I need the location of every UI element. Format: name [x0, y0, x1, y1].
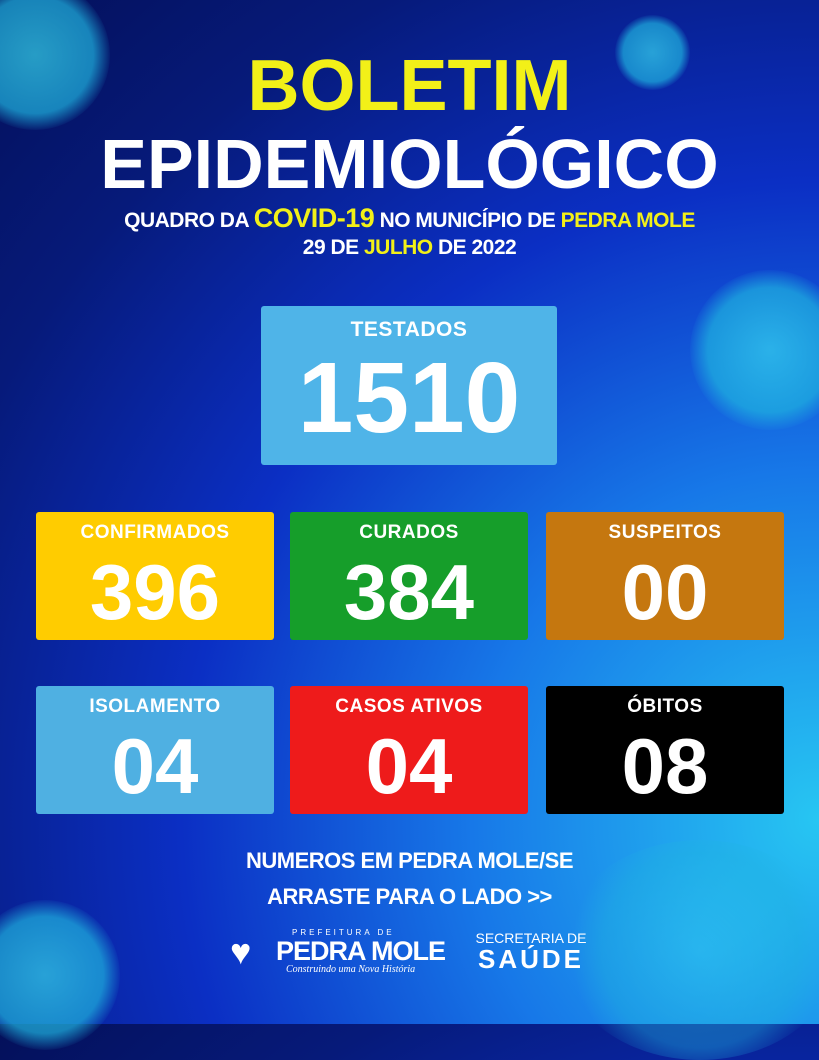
stat-value: 384 — [343, 548, 475, 636]
date-month: JULHO — [363, 236, 433, 259]
stat-testados: TESTADOS 1510 — [261, 306, 557, 465]
stat-label: CURADOS — [359, 522, 459, 543]
logo-top: SECRETARIA DE — [475, 930, 587, 946]
stat-suspeitos: SUSPEITOS 00 — [546, 512, 784, 640]
stat-label: SUSPEITOS — [608, 522, 722, 543]
subtitle-text: NO MUNICÍPIO DE — [374, 209, 561, 232]
virus-decoration — [615, 15, 690, 90]
stat-label: ISOLAMENTO — [89, 696, 221, 717]
footer-line1: NUMEROS EM PEDRA MOLE/SE — [246, 848, 574, 873]
stat-label: ÓBITOS — [627, 696, 703, 717]
logo-tagline: Construindo uma Nova História — [286, 964, 416, 975]
stat-label: CASOS ATIVOS — [335, 696, 483, 717]
stat-curados: CURADOS 384 — [290, 512, 528, 640]
stat-label: TESTADOS — [350, 318, 468, 341]
title-boletim: BOLETIM — [247, 46, 572, 126]
footer-line2: ARRASTE PARA O LADO >> — [267, 884, 552, 909]
title-epidemiologico: EPIDEMIOLÓGICO — [100, 125, 719, 203]
logo-name: SAÚDE — [477, 944, 584, 974]
stat-isolamento: ISOLAMENTO 04 — [36, 686, 274, 814]
stat-value: 04 — [111, 722, 199, 810]
virus-decoration — [690, 270, 819, 430]
subtitle: QUADRO DA COVID-19 NO MUNICÍPIO DE PEDRA… — [0, 203, 819, 234]
subtitle-covid: COVID-19 — [253, 203, 375, 233]
stat-casos-ativos: CASOS ATIVOS 04 — [290, 686, 528, 814]
stat-value: 04 — [365, 722, 453, 810]
stat-value: 00 — [621, 548, 709, 636]
stat-value: 1510 — [297, 342, 521, 454]
logo-prefeitura: ♥ PREFEITURA DE PEDRA MOLE Construindo u… — [230, 928, 450, 976]
subtitle-text: QUADRO DA — [124, 209, 254, 232]
stat-value: 08 — [621, 722, 709, 810]
date-text: 29 DE — [302, 236, 364, 259]
date-text: DE 2022 — [432, 236, 517, 259]
virus-decoration — [0, 900, 120, 1050]
heart-people-icon: ♥ — [230, 931, 252, 972]
stat-obitos: ÓBITOS 08 — [546, 686, 784, 814]
logo-top: PREFEITURA DE — [292, 928, 395, 937]
logo-name: PEDRA MOLE — [276, 936, 446, 966]
virus-decoration — [560, 840, 819, 1060]
logo-secretaria: SECRETARIA DE SAÚDE — [466, 930, 596, 972]
stat-confirmados: CONFIRMADOS 396 — [36, 512, 274, 640]
stat-label: CONFIRMADOS — [80, 522, 230, 543]
subtitle-city: PEDRA MOLE — [560, 209, 696, 232]
date: 29 DE JULHO DE 2022 — [0, 236, 819, 260]
stat-value: 396 — [89, 548, 221, 636]
